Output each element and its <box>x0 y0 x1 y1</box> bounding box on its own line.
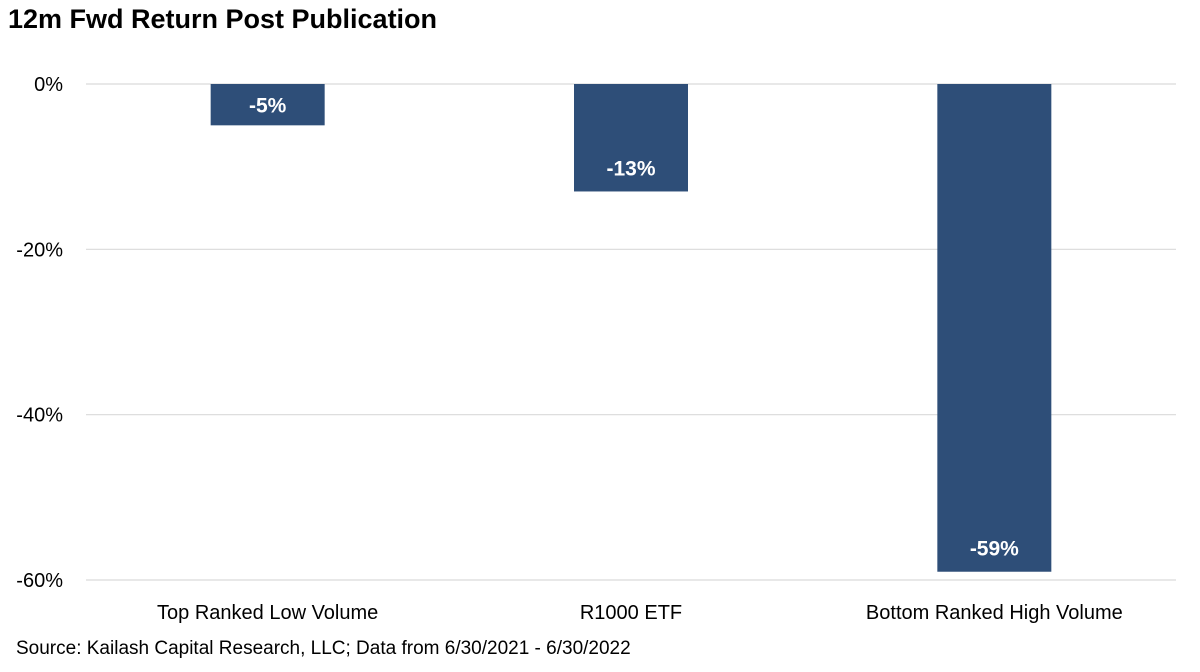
bars <box>210 84 1052 572</box>
source-note: Source: Kailash Capital Research, LLC; D… <box>16 638 631 659</box>
x-axis-categories: Top Ranked Low Volume R1000 ETF Bottom Ran… <box>157 602 1123 624</box>
y-tick-label: 0% <box>34 74 63 96</box>
data-label: -59% <box>970 538 1019 561</box>
bar <box>937 84 1052 572</box>
data-label: -13% <box>606 157 655 180</box>
bar <box>210 84 325 126</box>
y-tick-label: -60% <box>16 570 63 592</box>
chart-title: 12m Fwd Return Post Publication <box>8 4 438 34</box>
y-tick-label: -40% <box>16 405 63 427</box>
data-labels: -5% -13% -59% <box>249 95 1019 561</box>
data-label: -5% <box>249 95 287 118</box>
y-tick-label: -20% <box>16 239 63 261</box>
y-axis-ticks: 0% -20% -40% -60% <box>16 74 63 592</box>
category-label: Top Ranked Low Volume <box>157 602 378 624</box>
bar <box>574 84 688 192</box>
category-label: R1000 ETF <box>580 602 682 624</box>
category-label: Bottom Ranked High Volume <box>866 602 1123 624</box>
